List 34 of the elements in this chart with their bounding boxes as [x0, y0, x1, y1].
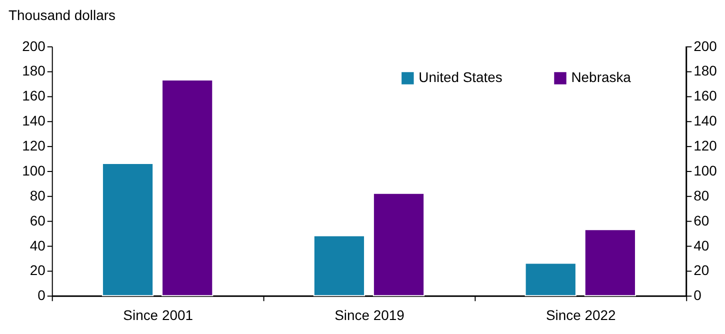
bar [372, 192, 425, 296]
y-tick-label: 40 [30, 237, 46, 254]
y-tick-label: 80 [30, 187, 46, 204]
y2-tick-label: 100 [694, 162, 718, 178]
legend-label: Nebraska [571, 69, 632, 86]
y2-tick-label: 120 [694, 138, 718, 154]
y2-tick-label: 40 [694, 237, 710, 254]
y-tick-label: 140 [22, 112, 46, 129]
y2-tick-label: 140 [694, 112, 718, 129]
y2-tick-label: 0 [694, 287, 702, 304]
y-tick-label: 100 [22, 162, 46, 178]
bar [584, 229, 636, 296]
bar [313, 235, 366, 296]
y-axis-title: Thousand dollars [8, 6, 116, 23]
bar [524, 262, 576, 296]
y2-tick-label: 20 [694, 262, 710, 278]
bar [102, 163, 154, 296]
y2-tick-label: 80 [694, 187, 710, 204]
y-tick-label: 0 [38, 287, 46, 304]
y2-tick-label: 200 [694, 38, 718, 54]
legend-label: United States [418, 69, 502, 86]
x-tick-label: Since 2022 [546, 307, 616, 324]
y-tick-label: 160 [22, 88, 46, 104]
x-tick-label: Since 2019 [334, 307, 405, 324]
y-tick-label: 120 [22, 138, 46, 154]
bar [162, 79, 214, 296]
y-tick-label: 20 [30, 262, 46, 278]
y-tick-label: 180 [22, 62, 46, 79]
y2-tick-label: 160 [694, 88, 718, 104]
y2-tick-label: 180 [694, 62, 718, 79]
y-tick-label: 60 [30, 212, 46, 228]
x-tick-label: Since 2001 [123, 307, 194, 324]
y-tick-label: 200 [22, 38, 46, 54]
y2-tick-label: 60 [694, 212, 710, 228]
